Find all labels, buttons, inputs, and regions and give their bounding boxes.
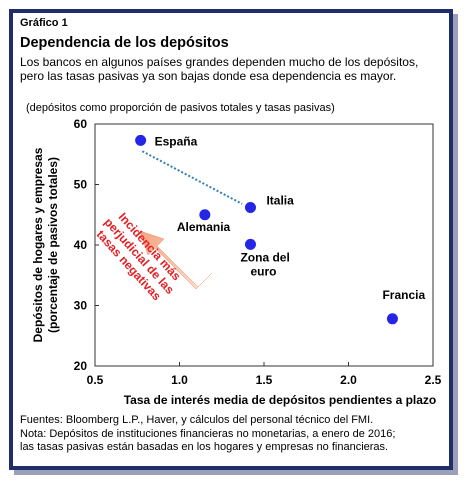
point-label: euro xyxy=(250,264,276,278)
data-point xyxy=(244,238,256,250)
data-point xyxy=(386,313,398,325)
point-label: España xyxy=(155,134,198,148)
point-label: Italia xyxy=(266,193,294,207)
trend-layer xyxy=(141,150,243,205)
footer-note-2: las tasas pasivas están basadas en los h… xyxy=(20,441,389,453)
x-tick-label: 2.5 xyxy=(425,373,442,387)
footer-note-1: Nota: Depósitos de instituciones financi… xyxy=(20,427,396,440)
data-point xyxy=(199,209,211,221)
axes: 0.5 1.0 1.5 2.0 2.5 20 30 40 50 60 Tasa de interés… xyxy=(31,117,442,407)
x-tick-label: 0.5 xyxy=(87,373,104,387)
figure-label: Gráfico 1 xyxy=(20,17,68,29)
y-tick-label: 40 xyxy=(74,238,88,252)
data-point xyxy=(244,201,256,213)
x-axis-label: Tasa de interés media de depósitos pendi… xyxy=(124,393,437,407)
chart-title: Dependencia de los depósitos xyxy=(20,35,229,51)
footer: Fuentes: Bloomberg L.P., Haver, y cálcul… xyxy=(20,414,395,455)
data-point xyxy=(135,134,147,146)
x-tick-label: 2.0 xyxy=(340,373,357,387)
point-label: Alemania xyxy=(177,220,231,234)
trend-line xyxy=(141,150,243,205)
footer-sources: Fuentes: Bloomberg L.P., Haver, y cálcul… xyxy=(20,414,374,426)
annotation-arrow xyxy=(139,230,213,290)
y-tick-label: 30 xyxy=(74,299,88,313)
point-label: Zona del xyxy=(240,250,289,264)
x-tick-label: 1.0 xyxy=(171,373,188,387)
y-tick-label: 20 xyxy=(74,359,88,373)
chart-subtitle: Los bancos en algunos países grandes dep… xyxy=(20,55,419,83)
points-layer xyxy=(135,134,398,325)
y-tick-label: 50 xyxy=(74,178,88,192)
y-axis-label: Depósitos de hogares y empresas xyxy=(31,147,45,342)
y-tick-label: 60 xyxy=(74,117,88,131)
point-label: Francia xyxy=(382,288,425,302)
annotation-text: Incidencia másperjudicial de lastasas ne… xyxy=(91,206,188,307)
y-axis-label: (porcentaje de pasivos totales) xyxy=(46,157,60,333)
units-note: (depósitos como proporción de pasivos to… xyxy=(26,102,335,114)
chart-frame xyxy=(9,9,453,470)
x-tick-label: 1.5 xyxy=(256,373,273,387)
